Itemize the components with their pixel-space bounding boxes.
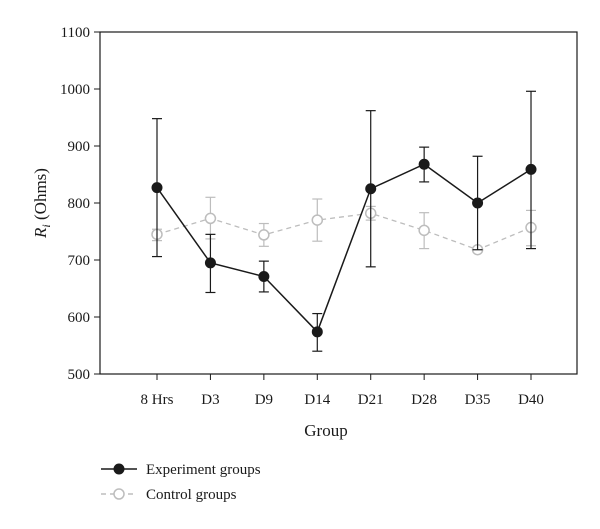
y-axis-title-main: R xyxy=(31,227,50,239)
x-tick-label: D14 xyxy=(304,392,330,408)
data-point xyxy=(311,326,323,338)
legend-marker xyxy=(113,463,125,475)
series-line xyxy=(156,163,532,334)
x-tick-label: D28 xyxy=(411,392,437,408)
plot-frame xyxy=(99,31,578,375)
data-point xyxy=(418,224,430,237)
x-tick-label: D35 xyxy=(465,392,491,408)
series-line xyxy=(156,212,532,251)
data-point xyxy=(204,257,216,269)
y-axis-title: Ri (Ohms) xyxy=(31,168,53,239)
plot-border xyxy=(99,31,578,375)
legend-item: Experiment groups xyxy=(101,462,261,478)
y-tick-label: 500 xyxy=(68,367,91,383)
legend-label: Experiment groups xyxy=(146,462,261,478)
data-point xyxy=(525,163,537,175)
x-tick-label: D9 xyxy=(255,392,273,408)
y-axis-title-sub: i xyxy=(39,224,53,227)
data-point xyxy=(365,183,377,195)
x-tick-label: D3 xyxy=(201,392,219,408)
series-experiment-groups xyxy=(151,90,537,352)
x-axis: 8 Hrs D3 D9 D14 D21 D28 D35 D40 xyxy=(141,374,544,408)
y-tick-label: 900 xyxy=(68,139,91,155)
data-point xyxy=(151,182,163,194)
data-point xyxy=(258,271,270,283)
legend-item: Control groups xyxy=(101,487,237,503)
x-tick-label: D40 xyxy=(518,392,544,408)
series-layer xyxy=(151,90,537,352)
legend-label: Control groups xyxy=(146,487,237,503)
data-point xyxy=(472,197,484,209)
data-point xyxy=(311,214,324,226)
x-tick-label: 8 Hrs xyxy=(141,392,174,408)
data-point xyxy=(418,158,430,170)
legend-marker xyxy=(113,488,125,500)
y-tick-label: 600 xyxy=(68,310,91,326)
x-axis-title: Group xyxy=(304,421,347,440)
y-axis: 500 600 700 800 900 1000 1100 xyxy=(60,25,100,383)
y-axis-title-unit: (Ohms) xyxy=(31,168,50,224)
y-tick-label: 700 xyxy=(68,253,91,269)
x-tick-label: D21 xyxy=(358,392,384,408)
data-point xyxy=(204,212,217,225)
y-tick-label: 1100 xyxy=(61,25,90,41)
legend: Experiment groups Control groups xyxy=(101,462,261,503)
data-point xyxy=(258,229,270,241)
y-tick-label: 800 xyxy=(68,196,91,212)
y-tick-label: 1000 xyxy=(60,82,90,98)
